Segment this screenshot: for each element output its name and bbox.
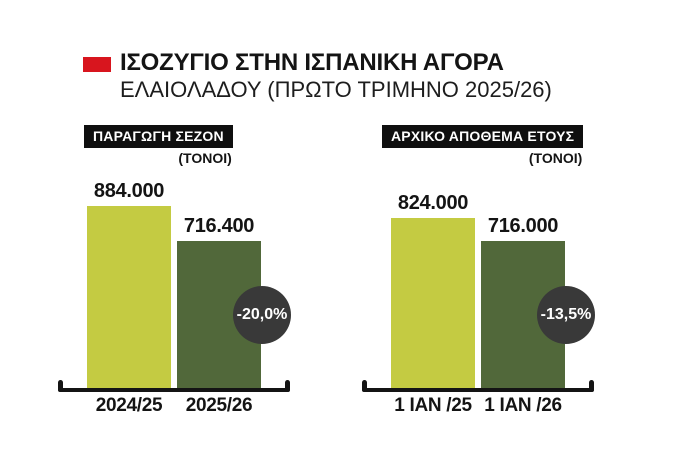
category-labels: 2024/25 2025/26 (87, 395, 261, 417)
bar-value-label: 884.000 (93, 180, 165, 202)
page-title: ΙΣΟΖΥΓΙΟ ΣΤΗΝ ΙΣΠΑΝΙΚΗ ΑΓΟΡΑ (120, 49, 504, 76)
chart-group-stock: ΑΡΧΙΚΟ ΑΠΟΘΕΜΑ ΕΤΟΥΣ (ΤΟΝΟΙ) 824.000 716… (362, 125, 595, 417)
chart-header: ΑΡΧΙΚΟ ΑΠΟΘΕΜΑ ΕΤΟΥΣ (ΤΟΝΟΙ) (382, 125, 584, 166)
bar-value-label: 716.400 (183, 215, 255, 237)
change-badge: -20,0% (233, 286, 291, 344)
category-labels: 1 ΙΑΝ /25 1 ΙΑΝ /26 (391, 395, 565, 417)
unit-label: (ΤΟΝΟΙ) (528, 150, 583, 166)
page-subtitle: ΕΛΑΙΟΛΑΔΟΥ (ΠΡΩΤΟ ΤΡΙΜΗΝΟ 2025/26) (120, 77, 552, 102)
bar-2024-25 (87, 206, 171, 388)
chart-section-label: ΑΡΧΙΚΟ ΑΠΟΘΕΜΑ ΕΤΟΥΣ (382, 125, 584, 148)
x-axis (362, 380, 594, 392)
title-bullet-icon (83, 57, 111, 72)
category-label: 1 ΙΑΝ /25 (394, 395, 472, 416)
chart-section-label: ΠΑΡΑΓΩΓΗ ΣΕΖΟΝ (84, 125, 233, 148)
x-axis (58, 380, 290, 392)
bar-column: 884.000 (87, 180, 171, 388)
bars-area: 884.000 716.400 (87, 125, 261, 388)
bar-1-jan-25 (391, 218, 475, 388)
bar-value-label: 824.000 (397, 192, 469, 214)
unit-label: (ΤΟΝΟΙ) (178, 150, 232, 166)
bars-area: 824.000 716.000 (391, 125, 565, 388)
category-label: 1 ΙΑΝ /26 (484, 395, 562, 416)
bar-column: 824.000 (391, 192, 475, 388)
category-label: 2025/26 (185, 395, 253, 416)
change-badge: -13,5% (537, 286, 595, 344)
chart-header: ΠΑΡΑΓΩΓΗ ΣΕΖΟΝ (ΤΟΝΟΙ) (84, 125, 233, 166)
chart-group-production: ΠΑΡΑΓΩΓΗ ΣΕΖΟΝ (ΤΟΝΟΙ) 884.000 716.400 -… (58, 125, 291, 417)
category-label: 2024/25 (95, 395, 163, 416)
bar-value-label: 716.000 (487, 215, 559, 237)
